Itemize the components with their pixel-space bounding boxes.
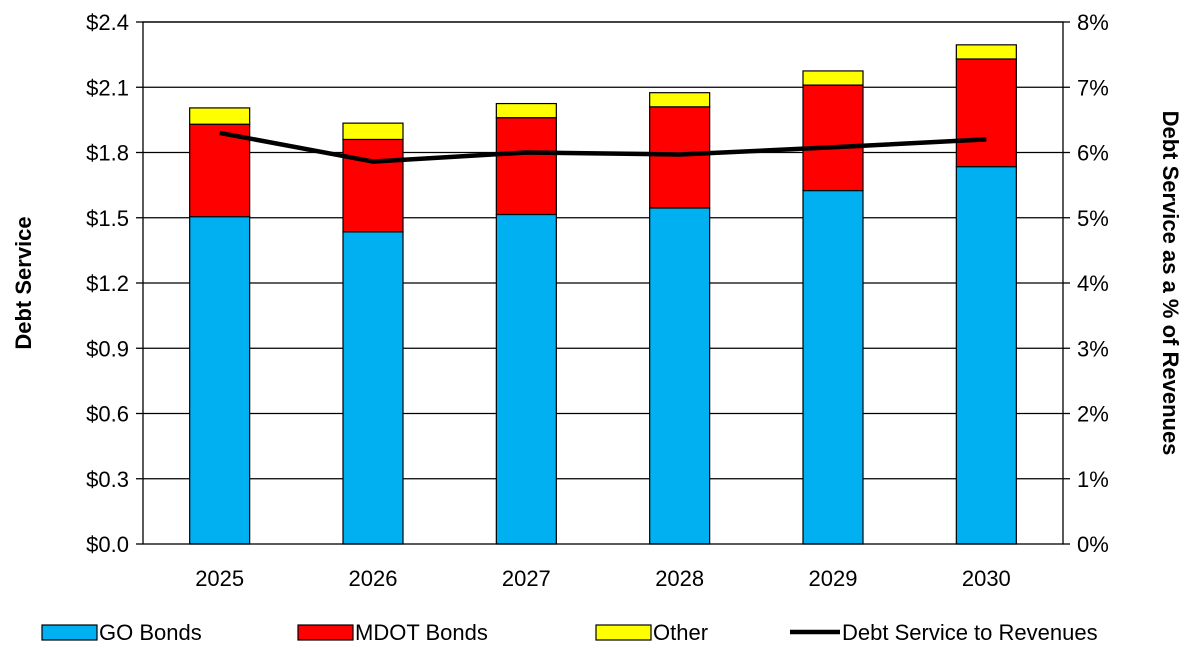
x-tick-label: 2028 <box>655 566 704 591</box>
legend-go-bonds-swatch <box>41 624 98 641</box>
bar-other-2029 <box>802 70 864 86</box>
x-tick-label: 2026 <box>349 566 398 591</box>
bar-mdot-bonds-2030 <box>955 58 1017 168</box>
y2-tick-label: 6% <box>1077 141 1109 166</box>
bar-other-2028 <box>649 92 711 108</box>
y2-tick-label: 4% <box>1077 271 1109 296</box>
y-tick-label: $1.2 <box>86 271 129 296</box>
plot-frame <box>142 21 1064 545</box>
x-tick-label: 2027 <box>502 566 551 591</box>
y2-tick-label: 8% <box>1077 10 1109 35</box>
y-axis-title: Debt Service <box>11 216 36 349</box>
y-tick-label: $1.5 <box>86 206 129 231</box>
bar-other-2027 <box>495 102 557 119</box>
bar-mdot-bonds-2027 <box>495 117 557 216</box>
bar-mdot-bonds-2026 <box>342 138 404 233</box>
y-tick-label: $0.3 <box>86 467 129 492</box>
bar-go-bonds-2028 <box>649 207 711 545</box>
x-tick-label: 2030 <box>962 566 1011 591</box>
bar-go-bonds-2029 <box>802 189 864 545</box>
y2-tick-label: 0% <box>1077 532 1109 557</box>
bars <box>189 44 1017 545</box>
y-tick-label: $0.6 <box>86 402 129 427</box>
y2-tick-label: 7% <box>1077 75 1109 100</box>
y-tick-label: $1.8 <box>86 141 129 166</box>
legend-debt-service-to-revenues-label: Debt Service to Revenues <box>842 620 1098 645</box>
axes: $0.0 $0.3 $0.6 $0.9 $1.2 $1.5 $1.8 $2.1 $2.4 0% 1%… <box>11 10 1183 591</box>
x-tick-label: 2029 <box>809 566 858 591</box>
bar-go-bonds-2025 <box>189 216 251 545</box>
bar-other-2030 <box>955 44 1017 60</box>
bar-mdot-bonds-2025 <box>189 123 251 218</box>
y-tick-label: $2.4 <box>86 10 129 35</box>
bar-mdot-bonds-2028 <box>649 106 711 209</box>
bar-other-2026 <box>342 122 404 141</box>
y2-tick-label: 2% <box>1077 402 1109 427</box>
bar-go-bonds-2026 <box>342 231 404 545</box>
y2-tick-label: 1% <box>1077 467 1109 492</box>
y-tick-label: $0.0 <box>86 532 129 557</box>
y2-axis-title: Debt Service as a % of Revenues <box>1158 111 1183 456</box>
y-tick-label: $2.1 <box>86 75 129 100</box>
y-tick-label: $0.9 <box>86 336 129 361</box>
y2-tick-label: 3% <box>1077 336 1109 361</box>
bar-go-bonds-2030 <box>955 166 1017 545</box>
gridlines <box>143 21 1063 480</box>
legend-mdot-bonds-swatch <box>297 624 354 641</box>
legend: GO Bonds MDOT Bonds Other Debt Service to R… <box>41 620 1098 645</box>
legend-other-label: Other <box>653 620 708 645</box>
bar-go-bonds-2027 <box>495 213 557 545</box>
x-tick-label: 2025 <box>195 566 244 591</box>
legend-go-bonds-label: GO Bonds <box>99 620 202 645</box>
bar-other-2025 <box>189 107 251 125</box>
ratio-line <box>219 130 987 164</box>
legend-mdot-bonds-label: MDOT Bonds <box>355 620 488 645</box>
bar-mdot-bonds-2029 <box>802 84 864 192</box>
y2-tick-label: 5% <box>1077 206 1109 231</box>
debt-service-to-revenues-line <box>219 130 987 164</box>
legend-other-swatch <box>595 624 652 641</box>
